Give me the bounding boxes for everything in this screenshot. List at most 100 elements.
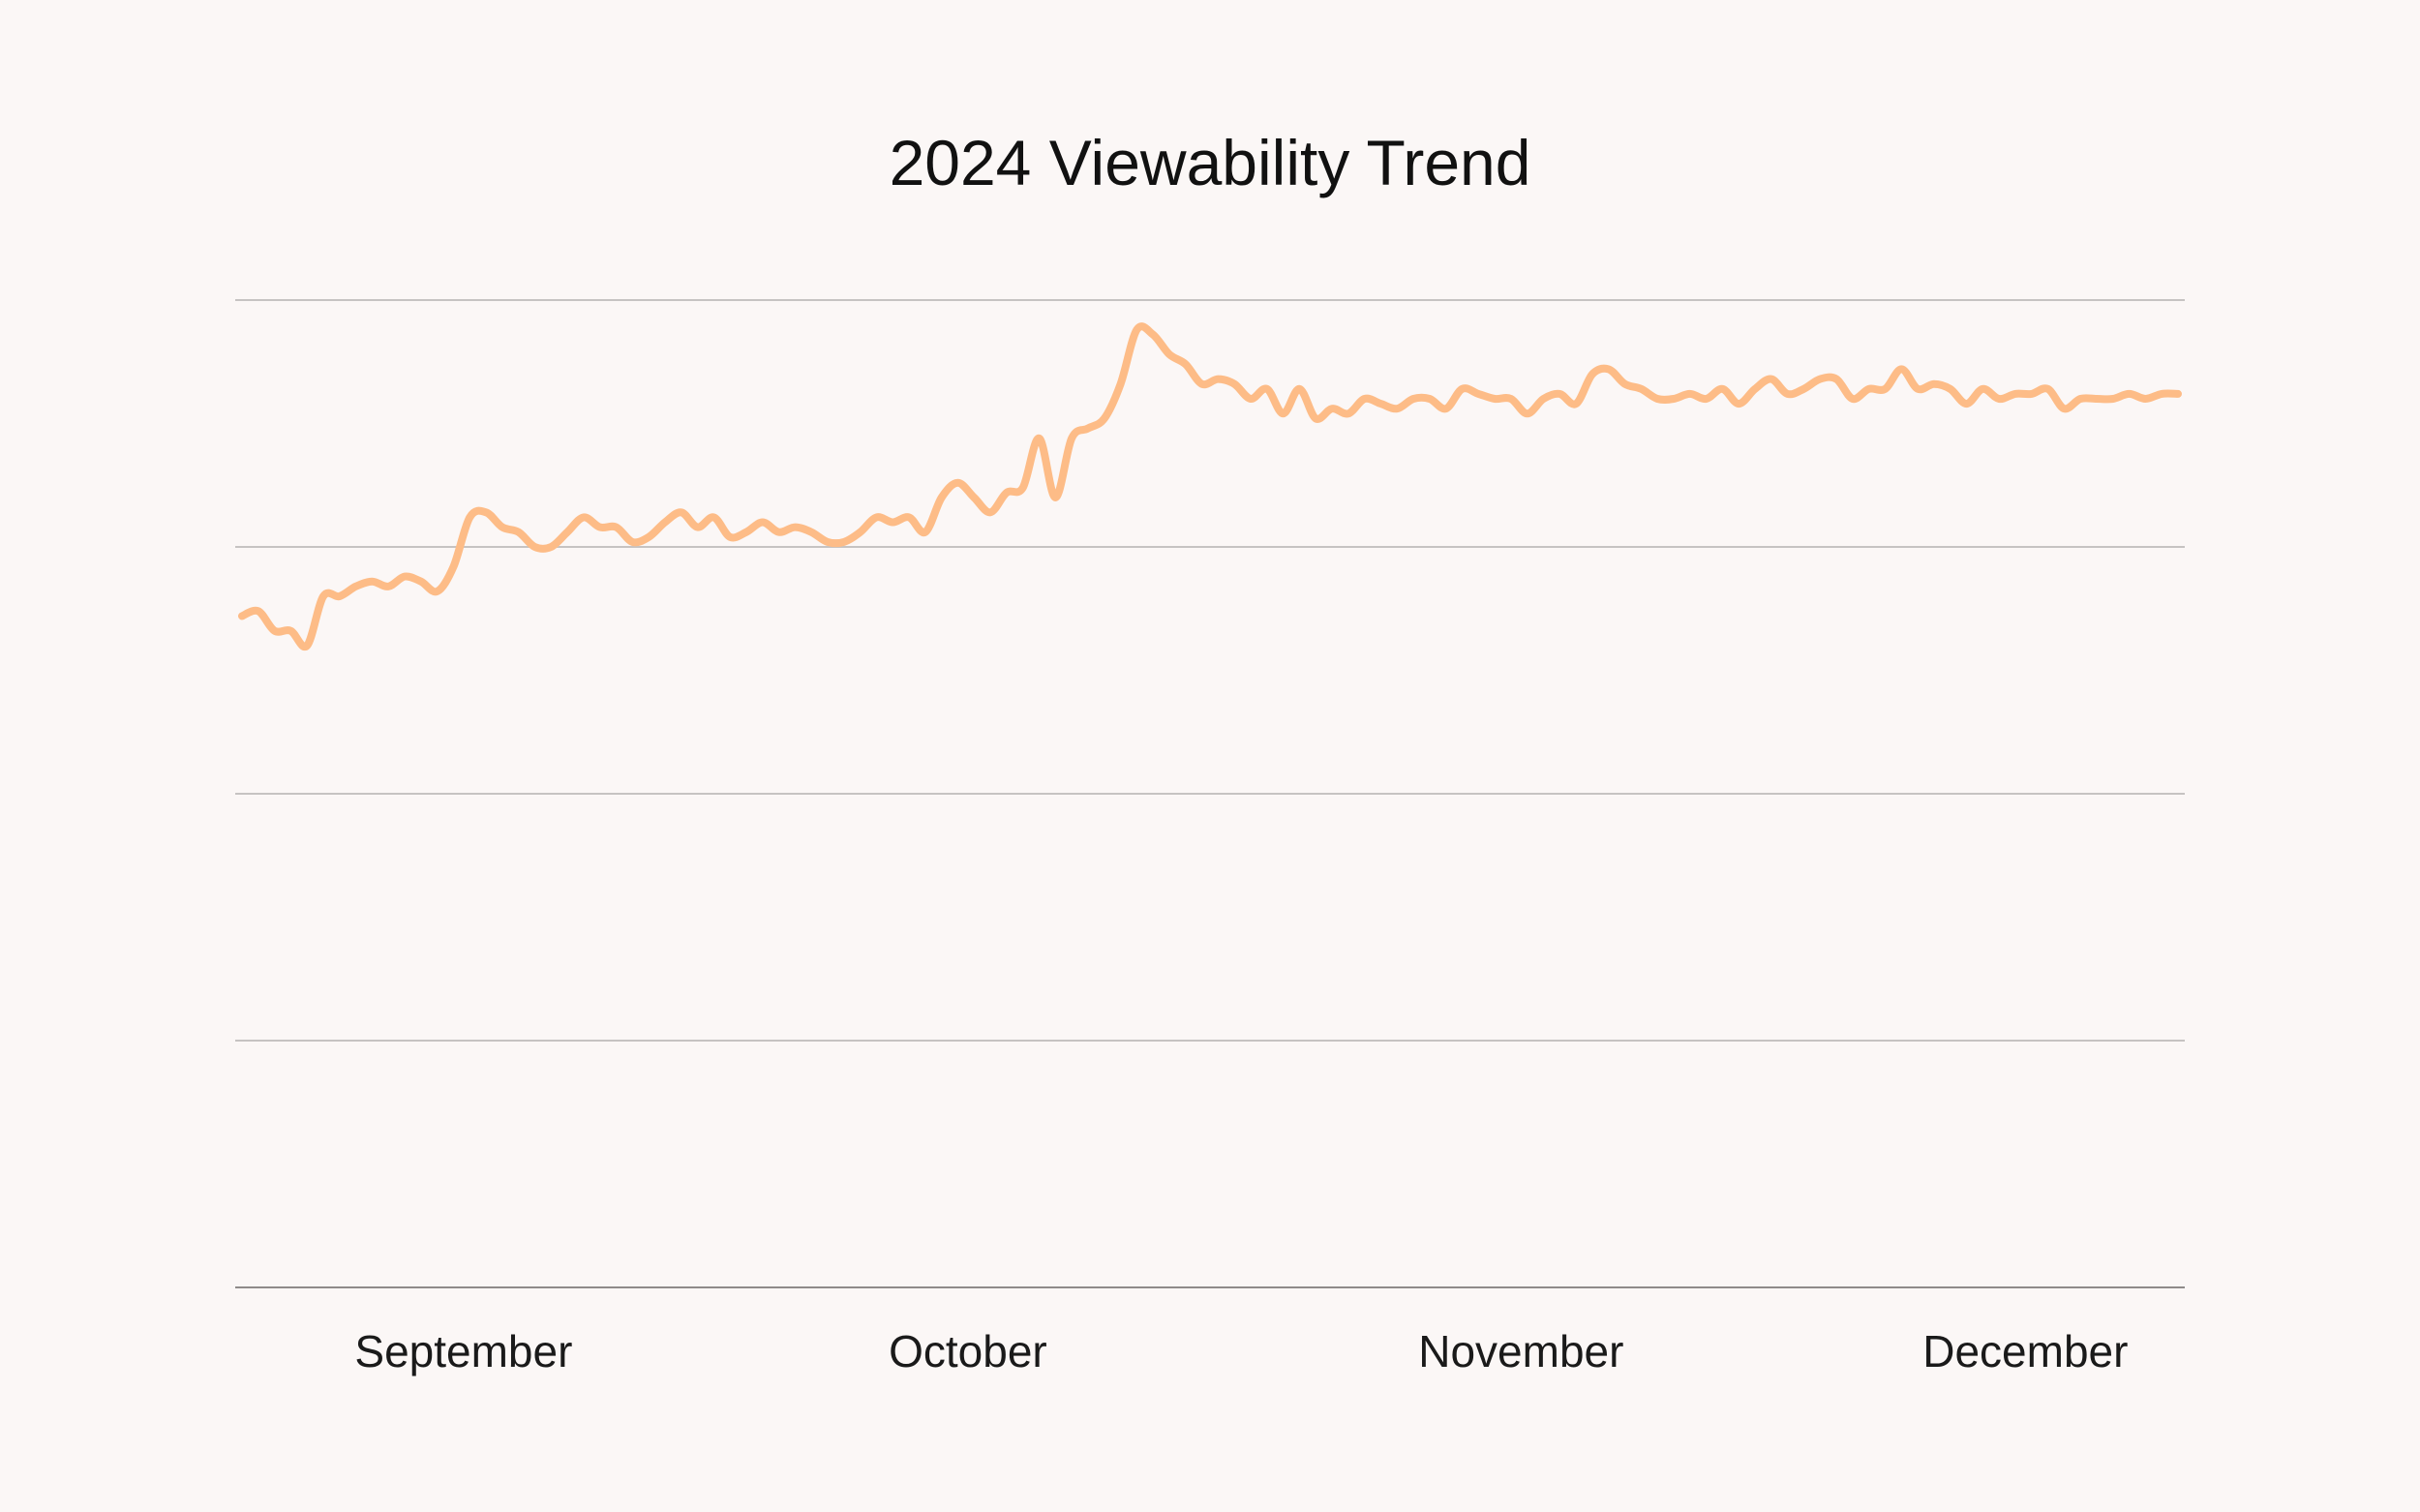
data-point [2094,396,2100,402]
data-point [1150,332,1156,338]
data-point [971,495,977,500]
data-point [1313,415,1318,421]
data-point [532,544,538,550]
data-point [2127,391,2133,397]
data-point [1833,377,1839,382]
data-point [1654,396,1660,402]
data-point [874,514,880,520]
data-point [743,529,749,535]
data-point [1719,386,1725,392]
data-point [499,525,505,530]
data-point [808,529,814,535]
data-point [272,628,278,634]
data-point [2012,391,2018,397]
data-point [385,584,391,590]
data-point [1606,366,1612,372]
data-point [1052,495,1058,500]
data-point [353,584,359,590]
data-point [1296,386,1302,392]
data-point [890,520,895,526]
data-point [418,579,424,585]
data-point [1362,396,1368,402]
data-point [239,613,245,619]
data-point [256,608,261,614]
data-point [1248,396,1254,402]
data-point [435,589,440,594]
data-point [1752,386,1758,392]
data-point [1346,410,1351,416]
data-point [1118,381,1124,387]
data-point [727,534,733,540]
data-point [402,574,408,580]
data-point [467,514,472,520]
data-point [337,593,343,599]
x-tick-label-november: November [1418,1326,1623,1376]
data-point [1443,406,1449,411]
data-point [841,539,847,545]
data-point [906,514,912,520]
data-point [776,529,782,535]
data-point [1638,386,1644,392]
data-point [646,534,651,540]
data-point [923,529,928,535]
data-point [564,529,570,535]
data-point [483,509,489,515]
series-layer [238,322,2182,651]
data-point [2077,396,2083,402]
data-point [1964,401,1970,407]
x-tick-label-september: September [354,1326,572,1376]
x-tick-label-december: December [1922,1326,2128,1376]
data-point [825,539,831,545]
grid-lines [235,299,2185,1288]
data-point [1378,401,1384,407]
chart-title: 2024 Viewability Trend [890,127,1531,198]
data-point [287,628,293,634]
data-point [662,520,668,526]
series-line-viewability [238,322,2182,651]
data-point [1134,327,1139,333]
data-point [1915,386,1921,392]
data-point [451,563,457,569]
data-point [2029,391,2035,397]
data-point [1622,381,1628,387]
data-point [1037,436,1043,441]
data-point [1264,386,1270,392]
data-point [1980,386,1985,392]
data-point [1687,391,1693,397]
data-point [1931,381,1937,387]
data-point [2175,391,2181,397]
data-point [1671,396,1677,402]
data-point [1948,386,1953,392]
data-point [1427,396,1433,402]
data-point [581,514,587,520]
data-point [1817,377,1823,382]
data-point [2110,396,2116,402]
x-axis-tick-labels: September October November December [354,1326,2128,1376]
data-point [711,514,716,520]
data-point [629,539,635,545]
data-point [1769,377,1774,382]
data-point [1231,381,1237,387]
data-point [1800,386,1806,392]
data-point [1525,410,1530,416]
data-point [1736,401,1741,407]
data-point [370,579,376,585]
data-point [1281,410,1286,416]
data-point [1020,485,1026,491]
data-point [1183,361,1189,367]
data-point [1102,415,1107,421]
data-point [548,544,554,550]
data-point [1199,381,1205,387]
data-point [955,480,961,486]
data-point [1573,401,1579,407]
data-point [987,509,993,515]
data-point [792,525,798,530]
data-point [939,495,945,500]
data-point [2159,391,2164,397]
data-point [858,529,863,535]
data-point [1085,426,1091,432]
data-point [1004,490,1010,496]
data-point [1996,396,2002,402]
